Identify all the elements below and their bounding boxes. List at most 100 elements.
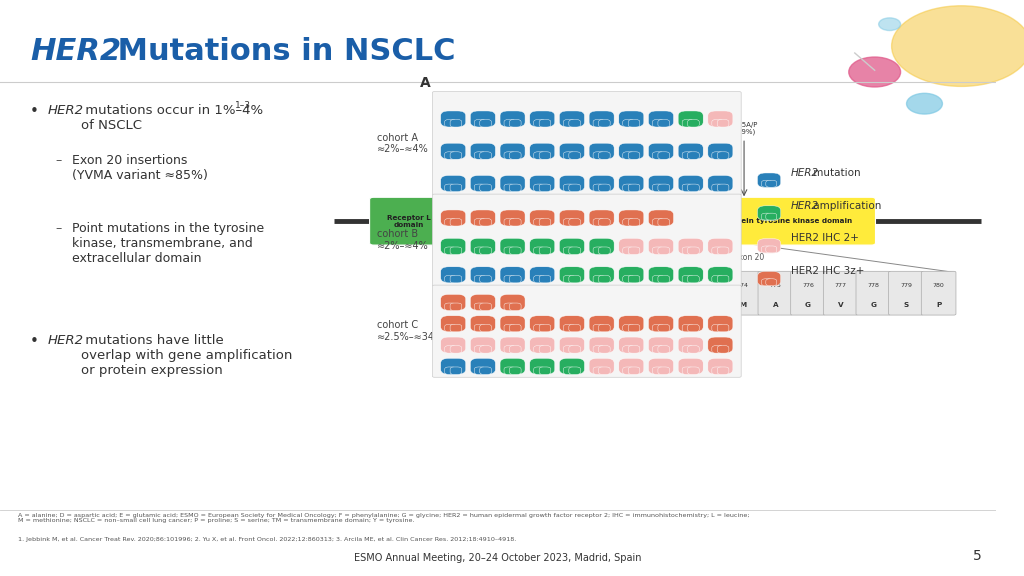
FancyBboxPatch shape <box>500 267 525 283</box>
FancyBboxPatch shape <box>451 218 462 226</box>
Text: HER2: HER2 <box>48 334 84 347</box>
FancyBboxPatch shape <box>678 111 703 127</box>
FancyBboxPatch shape <box>762 180 772 187</box>
Circle shape <box>539 211 546 215</box>
Text: 778: 778 <box>867 283 880 288</box>
FancyBboxPatch shape <box>717 247 729 255</box>
FancyBboxPatch shape <box>470 111 496 127</box>
FancyBboxPatch shape <box>589 358 614 374</box>
FancyBboxPatch shape <box>712 324 723 332</box>
Text: G: G <box>805 302 811 308</box>
FancyBboxPatch shape <box>708 267 733 283</box>
FancyBboxPatch shape <box>758 271 780 286</box>
FancyBboxPatch shape <box>510 367 521 374</box>
Text: P: P <box>936 302 941 308</box>
FancyBboxPatch shape <box>708 337 733 353</box>
FancyBboxPatch shape <box>687 152 699 160</box>
FancyBboxPatch shape <box>589 316 614 332</box>
FancyBboxPatch shape <box>504 152 516 160</box>
Circle shape <box>628 338 635 342</box>
Text: amplification: amplification <box>810 200 882 211</box>
FancyBboxPatch shape <box>758 173 780 187</box>
Text: V697L
(3.3%): V697L (3.3%) <box>691 168 715 181</box>
Circle shape <box>598 359 605 363</box>
Circle shape <box>906 93 942 114</box>
FancyBboxPatch shape <box>678 238 703 254</box>
FancyBboxPatch shape <box>510 218 521 226</box>
FancyBboxPatch shape <box>529 210 555 226</box>
Circle shape <box>598 112 605 116</box>
FancyBboxPatch shape <box>708 143 733 159</box>
FancyBboxPatch shape <box>657 184 670 192</box>
FancyBboxPatch shape <box>657 346 670 353</box>
Circle shape <box>717 359 724 363</box>
Circle shape <box>766 240 772 244</box>
FancyBboxPatch shape <box>657 218 670 226</box>
Circle shape <box>628 359 635 363</box>
FancyBboxPatch shape <box>569 120 581 127</box>
Text: Mutations in NSCLC: Mutations in NSCLC <box>106 37 455 66</box>
Circle shape <box>509 268 516 271</box>
FancyBboxPatch shape <box>856 271 891 315</box>
Circle shape <box>509 317 516 320</box>
FancyBboxPatch shape <box>529 267 555 283</box>
FancyBboxPatch shape <box>593 152 605 160</box>
FancyBboxPatch shape <box>708 111 733 127</box>
Circle shape <box>479 359 486 363</box>
Text: cohort C
≈2.5%–≈34%: cohort C ≈2.5%–≈34% <box>377 320 443 342</box>
FancyBboxPatch shape <box>618 238 644 254</box>
FancyBboxPatch shape <box>657 367 670 374</box>
FancyBboxPatch shape <box>618 210 644 226</box>
Circle shape <box>479 176 486 180</box>
Circle shape <box>766 207 772 211</box>
Text: 776: 776 <box>802 283 814 288</box>
Text: V: V <box>838 302 844 308</box>
FancyBboxPatch shape <box>474 275 486 283</box>
FancyBboxPatch shape <box>652 275 665 283</box>
FancyBboxPatch shape <box>563 218 575 226</box>
Circle shape <box>509 295 516 299</box>
FancyBboxPatch shape <box>758 271 793 315</box>
Circle shape <box>657 211 665 215</box>
FancyBboxPatch shape <box>712 346 723 353</box>
FancyBboxPatch shape <box>648 358 674 374</box>
FancyBboxPatch shape <box>510 120 521 127</box>
Circle shape <box>568 144 575 148</box>
FancyBboxPatch shape <box>529 337 555 353</box>
Circle shape <box>568 112 575 116</box>
FancyBboxPatch shape <box>569 275 581 283</box>
Circle shape <box>539 338 546 342</box>
FancyBboxPatch shape <box>510 152 521 160</box>
Circle shape <box>657 176 665 180</box>
Circle shape <box>568 239 575 243</box>
FancyBboxPatch shape <box>623 218 635 226</box>
FancyBboxPatch shape <box>589 143 614 159</box>
FancyBboxPatch shape <box>500 143 525 159</box>
Circle shape <box>539 268 546 271</box>
Circle shape <box>479 295 486 299</box>
Circle shape <box>450 338 457 342</box>
FancyBboxPatch shape <box>534 120 546 127</box>
FancyBboxPatch shape <box>510 324 521 332</box>
FancyBboxPatch shape <box>440 111 466 127</box>
FancyBboxPatch shape <box>474 184 486 192</box>
Circle shape <box>509 112 516 116</box>
FancyBboxPatch shape <box>529 358 555 374</box>
Circle shape <box>450 317 457 320</box>
FancyBboxPatch shape <box>593 367 605 374</box>
FancyBboxPatch shape <box>629 218 640 226</box>
FancyBboxPatch shape <box>569 184 581 192</box>
FancyBboxPatch shape <box>451 346 462 353</box>
FancyBboxPatch shape <box>766 180 776 187</box>
Circle shape <box>687 338 694 342</box>
FancyBboxPatch shape <box>470 337 496 353</box>
FancyBboxPatch shape <box>563 247 575 255</box>
FancyBboxPatch shape <box>682 120 694 127</box>
Circle shape <box>539 317 546 320</box>
Text: 1–3: 1–3 <box>236 101 251 111</box>
FancyBboxPatch shape <box>648 316 674 332</box>
FancyBboxPatch shape <box>823 271 858 315</box>
FancyBboxPatch shape <box>470 267 496 283</box>
Circle shape <box>717 144 724 148</box>
FancyBboxPatch shape <box>652 346 665 353</box>
